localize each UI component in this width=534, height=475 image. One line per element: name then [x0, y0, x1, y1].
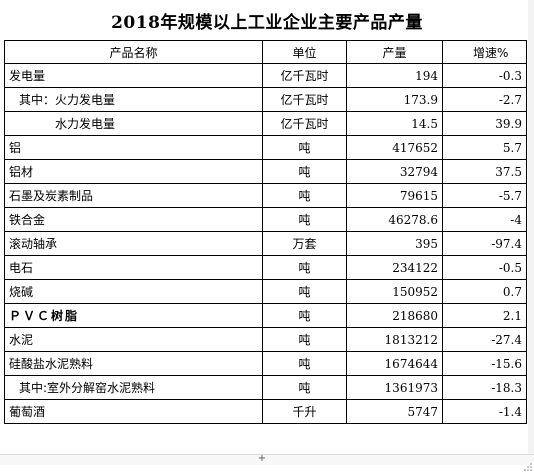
cell-product-name: 水力发电量	[4, 111, 263, 136]
table-row: 石墨及炭素制品 吨 79615 -5.7	[4, 183, 527, 208]
cell-product-name: ＰＶＣ树脂	[4, 303, 263, 328]
cell-growth: -4	[442, 207, 527, 232]
cell-growth: -15.6	[442, 351, 527, 376]
cell-output: 14.5	[346, 111, 443, 136]
cell-product-name: 水泥	[4, 327, 263, 352]
resize-grip-icon[interactable]	[524, 456, 532, 471]
cell-output: 1674644	[346, 351, 443, 376]
cell-unit: 万套	[262, 231, 347, 256]
cell-output: 32794	[346, 159, 443, 184]
cell-unit: 亿千瓦时	[262, 111, 347, 136]
cell-output: 79615	[346, 183, 443, 208]
cell-unit: 吨	[262, 279, 347, 304]
cell-growth: 5.7	[442, 135, 527, 160]
cell-output: 5747	[346, 399, 443, 424]
cell-unit: 吨	[262, 351, 347, 376]
cell-unit: 吨	[262, 135, 347, 160]
cell-output: 46278.6	[346, 207, 443, 232]
cell-output: 395	[346, 231, 443, 256]
cell-growth: -0.3	[442, 63, 527, 88]
cell-output: 1813212	[346, 327, 443, 352]
table-row: 其中：火力发电量 亿千瓦时 173.9 -2.7	[4, 87, 527, 112]
plus-icon[interactable]: +	[257, 453, 267, 464]
table-row: 铝 吨 417652 5.7	[4, 135, 527, 160]
table-row: 烧碱 吨 150952 0.7	[4, 279, 527, 304]
cell-output: 218680	[346, 303, 443, 328]
cell-growth: 0.7	[442, 279, 527, 304]
cell-unit: 吨	[262, 159, 347, 184]
cell-product-name: 铁合金	[4, 207, 263, 232]
table-row: 发电量 亿千瓦时 194 -0.3	[4, 63, 527, 88]
cell-output: 150952	[346, 279, 443, 304]
table-header-row: 产品名称 单位 产量 增速%	[4, 40, 527, 64]
table-row: 铝材 吨 32794 37.5	[4, 159, 527, 184]
cell-output: 234122	[346, 255, 443, 280]
cell-output: 417652	[346, 135, 443, 160]
page-title: 2018年规模以上工业企业主要产品产量	[111, 13, 423, 33]
cell-product-name: 其中:室外分解窑水泥熟料	[4, 375, 263, 400]
cell-growth: -27.4	[442, 327, 527, 352]
table-row: 水泥 吨 1813212 -27.4	[4, 327, 527, 352]
cell-product-name: 铝	[4, 135, 263, 160]
cell-unit: 亿千瓦时	[262, 63, 347, 88]
cell-unit: 吨	[262, 183, 347, 208]
cell-product-name: 硅酸盐水泥熟料	[4, 351, 263, 376]
cell-product-name: 铝材	[4, 159, 263, 184]
cell-product-name: 葡萄酒	[4, 399, 263, 424]
cell-growth: 37.5	[442, 159, 527, 184]
cell-unit: 吨	[262, 303, 347, 328]
horizontal-scrollbar[interactable]	[0, 454, 534, 465]
cell-unit: 吨	[262, 375, 347, 400]
cell-unit: 吨	[262, 207, 347, 232]
table-row: 电石 吨 234122 -0.5	[4, 255, 527, 280]
table-row: 葡萄酒 千升 5747 -1.4	[4, 399, 527, 424]
cell-unit: 吨	[262, 327, 347, 352]
vertical-scrollbar[interactable]	[528, 0, 534, 465]
cell-product-name: 烧碱	[4, 279, 263, 304]
cell-product-name: 其中：火力发电量	[4, 87, 263, 112]
cell-growth: -1.4	[442, 399, 527, 424]
cell-growth: 39.9	[442, 111, 527, 136]
cell-product-name: 石墨及炭素制品	[4, 183, 263, 208]
cell-unit: 吨	[262, 255, 347, 280]
cell-growth: -97.4	[442, 231, 527, 256]
table-row: 水力发电量 亿千瓦时 14.5 39.9	[4, 111, 527, 136]
table-row: 其中:室外分解窑水泥熟料 吨 1361973 -18.3	[4, 375, 527, 400]
cell-growth: -5.7	[442, 183, 527, 208]
cell-unit: 千升	[262, 399, 347, 424]
cell-output: 194	[346, 63, 443, 88]
table-row: 滚动轴承 万套 395 -97.4	[4, 231, 527, 256]
cell-growth: 2.1	[442, 303, 527, 328]
cell-growth: -2.7	[442, 87, 527, 112]
cell-growth: -18.3	[442, 375, 527, 400]
cell-growth: -0.5	[442, 255, 527, 280]
header-output: 产量	[346, 40, 443, 64]
header-unit: 单位	[262, 40, 347, 64]
table-row: ＰＶＣ树脂 吨 218680 2.1	[4, 303, 527, 328]
header-growth: 增速%	[442, 40, 527, 64]
cell-output: 173.9	[346, 87, 443, 112]
cell-unit: 亿千瓦时	[262, 87, 347, 112]
table-row: 硅酸盐水泥熟料 吨 1674644 -15.6	[4, 351, 527, 376]
cell-product-name: 发电量	[4, 63, 263, 88]
product-output-table: 产品名称 单位 产量 增速% 发电量 亿千瓦时 194 -0.3 其中：火力发电…	[4, 40, 527, 424]
header-product-name: 产品名称	[4, 40, 263, 64]
cell-output: 1361973	[346, 375, 443, 400]
cell-product-name: 滚动轴承	[4, 231, 263, 256]
table-row: 铁合金 吨 46278.6 -4	[4, 207, 527, 232]
cell-product-name: 电石	[4, 255, 263, 280]
